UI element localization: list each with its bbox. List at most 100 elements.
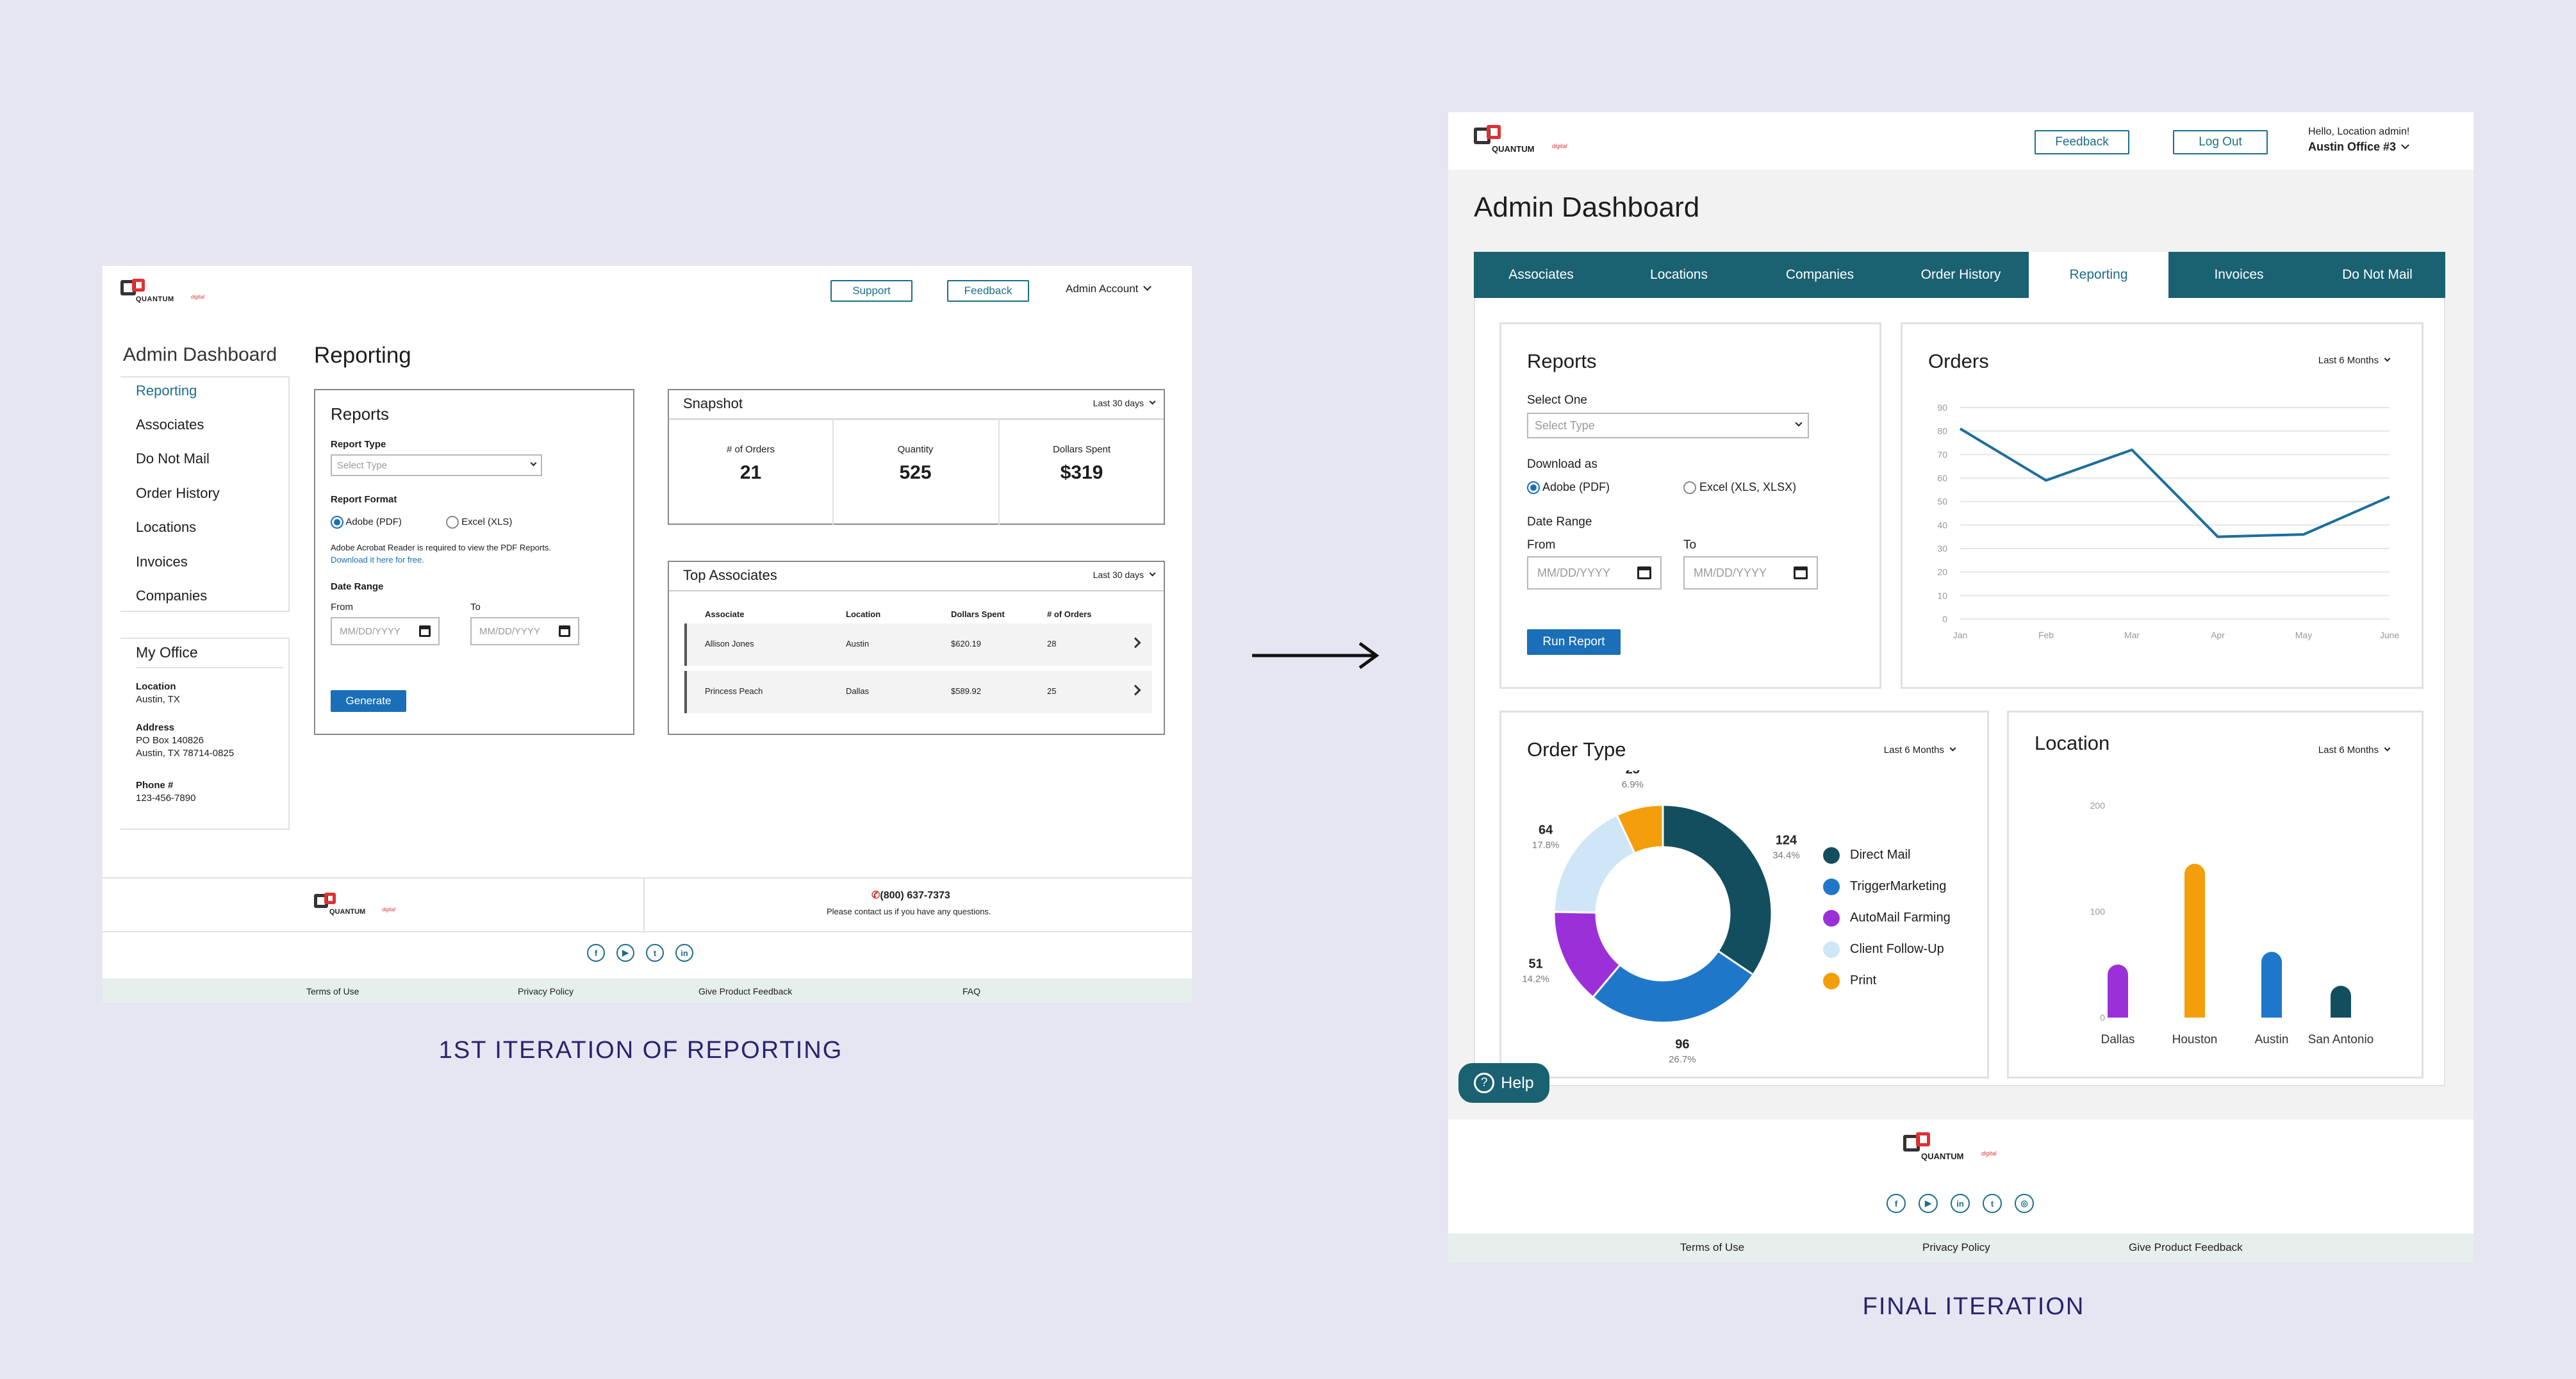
radio-pdf[interactable]: Adobe (PDF) — [1527, 481, 1610, 495]
to-date-input[interactable]: MM/DD/YYYY — [470, 617, 579, 645]
feedback-link[interactable]: Give Product Feedback — [2129, 1241, 2243, 1253]
account-menu[interactable]: Admin Account — [1066, 283, 1152, 295]
chevron-right-icon[interactable] — [1130, 637, 1141, 648]
sidebar-item-invoices[interactable]: Invoices — [136, 554, 188, 570]
feedback-button[interactable]: Feedback — [947, 280, 1029, 302]
left-logo: QUANTUM digital — [120, 279, 223, 311]
legend-swatch — [1823, 909, 1840, 927]
slice-percent-label: 34.4% — [1772, 850, 1800, 861]
left-mockup: QUANTUM digital Support Feedback Admin A… — [103, 266, 1192, 1003]
twitter-icon[interactable]: t — [646, 944, 664, 962]
bar — [2261, 952, 2282, 1018]
y-tick-label: 80 — [1937, 426, 1947, 436]
x-tick-label: Feb — [2038, 630, 2054, 640]
chevron-down-icon — [1143, 283, 1152, 291]
sidebar-item-do-not-mail[interactable]: Do Not Mail — [136, 450, 210, 467]
tab-order-history[interactable]: Order History — [1920, 267, 2001, 282]
right-logo: QUANTUM digital — [1474, 125, 1583, 158]
y-tick-label: 100 — [2090, 907, 2106, 917]
radio-xls[interactable]: Excel (XLS, XLSX) — [1683, 481, 1796, 495]
report-type-select[interactable]: Select Type — [331, 454, 542, 476]
x-tick-label: June — [2380, 630, 2400, 640]
snapshot-card: Snapshot Last 30 days # of Orders 21 Qua… — [668, 389, 1165, 525]
bar-base — [2261, 1007, 2282, 1018]
orders-line-chart: 0 10 20 30 40 50 60 70 80 90 Jan Feb Mar Apr May June — [1937, 402, 2400, 640]
y-tick-label: 0 — [2100, 1012, 2105, 1023]
from-date-input[interactable]: MM/DD/YYYY — [331, 617, 440, 645]
calendar-icon[interactable] — [419, 625, 431, 637]
top-period-select[interactable]: Last 30 days — [1093, 570, 1156, 580]
x-tick-label: Dallas — [2101, 1033, 2135, 1046]
top-associates-card: Top Associates Last 30 days Associate Lo… — [668, 561, 1165, 735]
arrow-right-icon — [1252, 641, 1380, 670]
generate-button[interactable]: Generate — [331, 690, 406, 712]
sidebar-item-locations[interactable]: Locations — [136, 519, 197, 535]
twitter-icon[interactable]: t — [1983, 1194, 2002, 1213]
youtube-icon[interactable]: ▶ — [616, 944, 634, 962]
sidebar-item-companies[interactable]: Companies — [136, 588, 208, 604]
run-report-button[interactable]: Run Report — [1527, 629, 1621, 655]
tab-do-not-mail[interactable]: Do Not Mail — [2342, 267, 2413, 282]
y-tick-label: 60 — [1937, 473, 1947, 483]
radio-xls[interactable]: Excel (XLS) — [446, 516, 512, 529]
facebook-icon[interactable]: f — [1887, 1194, 1906, 1213]
feedback-button[interactable]: Feedback — [2035, 130, 2129, 154]
footer-phone: ✆(800) 637-7373 — [871, 890, 950, 901]
tab-locations[interactable]: Locations — [1650, 267, 1708, 282]
youtube-icon[interactable]: ▶ — [1919, 1194, 1938, 1213]
radio-pdf[interactable]: Adobe (PDF) — [331, 516, 402, 529]
tab-reporting[interactable]: Reporting — [2029, 252, 2168, 298]
y-tick-label: 90 — [1937, 402, 1947, 413]
calendar-icon[interactable] — [559, 625, 570, 637]
linkedin-icon[interactable]: in — [675, 944, 693, 962]
logout-button[interactable]: Log Out — [2173, 130, 2268, 154]
chevron-right-icon[interactable] — [1130, 684, 1141, 696]
location-card: Location Last 6 Months 0 100 200 Dallas Hous… — [2007, 711, 2423, 1078]
tab-invoices[interactable]: Invoices — [2214, 267, 2264, 282]
bar-base — [2331, 1007, 2351, 1018]
y-tick-label: 40 — [1937, 520, 1947, 530]
bar-base — [2108, 1007, 2128, 1018]
report-type-select[interactable]: Select Type — [1527, 413, 1809, 438]
sidebar-item-associates[interactable]: Associates — [136, 417, 204, 433]
feedback-link[interactable]: Give Product Feedback — [698, 986, 793, 996]
support-button[interactable]: Support — [830, 280, 912, 302]
legend-label: AutoMail Farming — [1850, 911, 1951, 925]
privacy-link[interactable]: Privacy Policy — [518, 986, 574, 996]
facebook-icon[interactable]: f — [587, 944, 605, 962]
order-type-period-select[interactable]: Last 6 Months — [1884, 745, 1956, 756]
legend-swatch — [1823, 878, 1840, 895]
snapshot-period-select[interactable]: Last 30 days — [1093, 398, 1156, 408]
legend-item: Client Follow-Up — [1823, 934, 1951, 965]
terms-link[interactable]: Terms of Use — [306, 986, 359, 996]
to-date-input[interactable]: MM/DD/YYYY — [1683, 556, 1818, 590]
slice-percent-label: 17.8% — [1532, 839, 1560, 850]
left-social-icons: f ▶ t in — [587, 944, 693, 962]
x-tick-label: San Antonio — [2308, 1033, 2374, 1046]
footer-contact: Please contact us if you have any questi… — [827, 907, 991, 916]
sidebar-item-order-history[interactable]: Order History — [136, 485, 220, 501]
y-tick-label: 0 — [1942, 614, 1947, 624]
linkedin-icon[interactable]: in — [1951, 1194, 1970, 1213]
calendar-icon[interactable] — [1637, 566, 1651, 579]
x-tick-label: May — [2295, 630, 2312, 640]
tab-associates[interactable]: Associates — [1508, 267, 1574, 282]
help-button[interactable]: ? Help — [1458, 1063, 1549, 1103]
office-menu[interactable]: Austin Office #3 — [2308, 140, 2409, 154]
tab-companies[interactable]: Companies — [1785, 267, 1854, 282]
calendar-icon[interactable] — [1794, 566, 1808, 579]
faq-link[interactable]: FAQ — [962, 986, 981, 996]
from-date-input[interactable]: MM/DD/YYYY — [1527, 556, 1662, 590]
chevron-down-icon — [530, 459, 537, 466]
instagram-icon[interactable]: ◎ — [2015, 1194, 2034, 1213]
sidebar-item-reporting[interactable]: Reporting — [136, 383, 197, 399]
order-type-card: Order Type Last 6 Months 124 34.4% 96 26.7%… — [1499, 711, 1989, 1078]
terms-link[interactable]: Terms of Use — [1680, 1241, 1745, 1253]
location-period-select[interactable]: Last 6 Months — [2318, 745, 2391, 756]
table-row[interactable]: Allison Jones Austin $620.19 28 — [684, 623, 1152, 666]
right-caption: FINAL ITERATION — [1862, 1293, 2085, 1320]
download-link[interactable]: Download it here for free. — [331, 555, 424, 565]
table-row[interactable]: Princess Peach Dallas $589.92 25 — [684, 671, 1152, 713]
privacy-link[interactable]: Privacy Policy — [1922, 1241, 1990, 1253]
orders-period-select[interactable]: Last 6 Months — [2318, 355, 2391, 366]
